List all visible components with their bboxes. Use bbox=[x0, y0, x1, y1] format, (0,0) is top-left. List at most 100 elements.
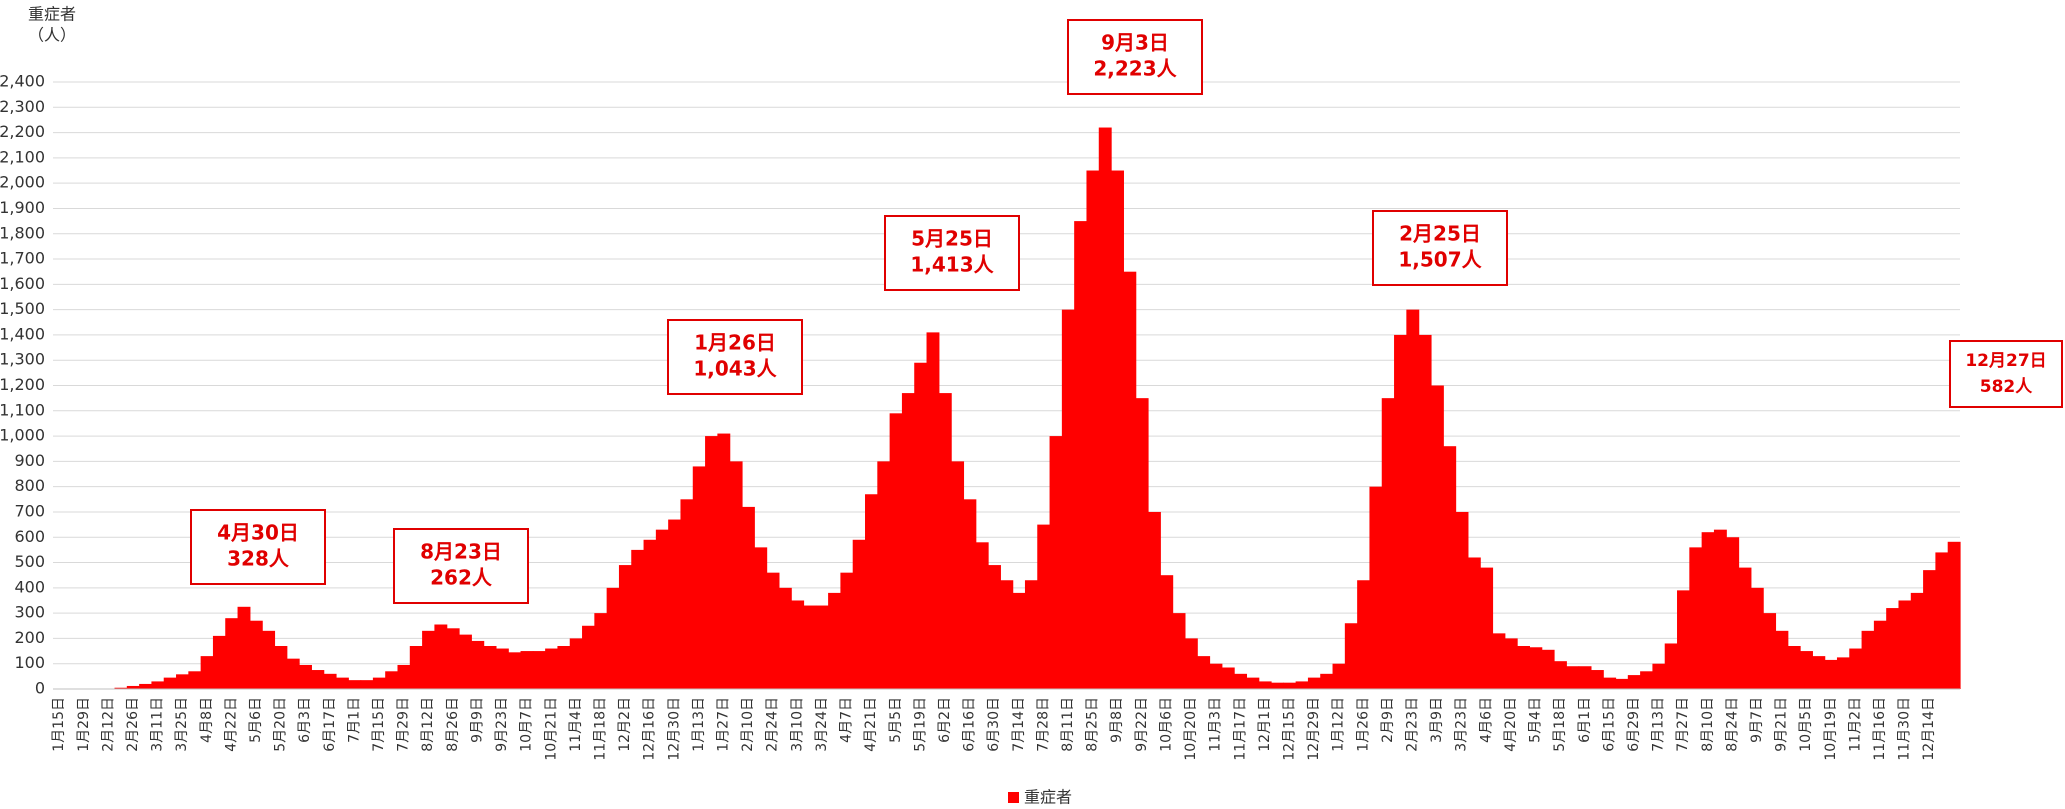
y-tick-label: 1,800 bbox=[0, 223, 45, 242]
x-tick-label: 12月30日 bbox=[666, 697, 682, 761]
y-tick-label: 900 bbox=[14, 451, 45, 470]
x-tick-label: 9月22日 bbox=[1134, 697, 1150, 752]
bar bbox=[520, 651, 534, 689]
bar bbox=[1123, 271, 1137, 689]
bar bbox=[828, 592, 842, 689]
bar bbox=[126, 685, 140, 689]
bar bbox=[1775, 630, 1789, 689]
y-tick-label: 1,300 bbox=[0, 350, 45, 369]
x-tick-label: 12月15日 bbox=[1281, 697, 1297, 761]
x-tick-label: 5月5日 bbox=[888, 697, 904, 743]
bar bbox=[299, 664, 312, 689]
bar bbox=[176, 674, 189, 689]
bar bbox=[840, 572, 854, 689]
bar bbox=[286, 658, 300, 689]
x-tick-label: 3月9日 bbox=[1429, 697, 1445, 743]
bar bbox=[1898, 600, 1912, 689]
bar bbox=[1086, 170, 1100, 690]
x-tick-label: 6月3日 bbox=[297, 697, 313, 743]
bar bbox=[1677, 590, 1690, 689]
bar bbox=[1283, 682, 1297, 689]
bar bbox=[1738, 567, 1752, 689]
x-tick-label: 2月26日 bbox=[125, 697, 141, 752]
bar bbox=[1147, 511, 1161, 689]
bar bbox=[1935, 552, 1949, 689]
x-tick-label: 3月10日 bbox=[789, 697, 805, 752]
x-tick-label: 11月4日 bbox=[568, 697, 584, 752]
x-tick-label: 3月23日 bbox=[1454, 697, 1470, 752]
x-tick-label: 4月6日 bbox=[1478, 697, 1494, 743]
bar bbox=[815, 605, 829, 689]
bar bbox=[582, 625, 595, 689]
bar bbox=[655, 529, 669, 689]
annotation-text: 8月23日 bbox=[420, 540, 502, 564]
bar bbox=[1320, 673, 1334, 689]
y-tick-label: 100 bbox=[14, 653, 45, 672]
bar bbox=[385, 671, 399, 689]
bar bbox=[446, 628, 460, 689]
x-tick-label: 7月14日 bbox=[1011, 697, 1027, 752]
y-tick-label: 1,400 bbox=[0, 324, 45, 343]
y-tick-label: 1,100 bbox=[0, 400, 45, 419]
x-tick-label: 4月22日 bbox=[223, 697, 239, 752]
bar bbox=[1787, 646, 1801, 689]
bar bbox=[114, 687, 128, 689]
bar bbox=[1209, 663, 1223, 689]
bar bbox=[1074, 221, 1088, 689]
bar bbox=[877, 461, 891, 689]
annotation-box bbox=[393, 528, 529, 604]
y-tick-label: 1,900 bbox=[0, 198, 45, 217]
x-tick-label: 5月20日 bbox=[273, 697, 289, 752]
bar bbox=[1307, 677, 1321, 689]
y-tick-label: 400 bbox=[14, 577, 45, 596]
bar bbox=[397, 664, 411, 689]
bar bbox=[483, 646, 497, 689]
bar bbox=[1750, 587, 1764, 689]
annotation-text: 2月25日 bbox=[1399, 222, 1481, 246]
annotation-text: 9月3日 bbox=[1101, 31, 1169, 55]
bar bbox=[532, 651, 546, 689]
bar bbox=[1763, 613, 1777, 689]
x-tick-label: 7月28日 bbox=[1035, 697, 1051, 752]
bar bbox=[1664, 643, 1678, 689]
annotation-box bbox=[884, 215, 1020, 291]
x-tick-label: 12月16日 bbox=[642, 697, 658, 761]
bar bbox=[459, 634, 472, 689]
bar bbox=[323, 673, 337, 689]
bar bbox=[348, 680, 362, 689]
y-tick-label: 200 bbox=[14, 628, 45, 647]
y-tick-label: 300 bbox=[14, 603, 45, 622]
x-tick-label: 6月2日 bbox=[937, 697, 953, 743]
bar bbox=[212, 635, 226, 689]
bar bbox=[1824, 659, 1838, 689]
bar bbox=[1295, 681, 1309, 689]
bar bbox=[1615, 678, 1629, 689]
annotation-text: 2,223人 bbox=[1093, 57, 1177, 81]
bar bbox=[594, 613, 608, 689]
y-tick-label: 2,000 bbox=[0, 173, 45, 192]
x-tick-label: 7月29日 bbox=[396, 697, 412, 752]
bar bbox=[754, 547, 768, 689]
annotation-text: 262人 bbox=[430, 566, 493, 590]
bar bbox=[963, 499, 977, 689]
x-tick-label: 10月5日 bbox=[1798, 697, 1814, 752]
x-tick-label: 1月29日 bbox=[76, 697, 92, 752]
bar bbox=[729, 461, 743, 689]
x-tick-label: 9月9日 bbox=[469, 697, 485, 743]
x-tick-label: 3月11日 bbox=[150, 697, 166, 752]
bar bbox=[1812, 656, 1826, 689]
x-tick-label: 2月24日 bbox=[765, 697, 781, 752]
bar bbox=[1197, 656, 1211, 689]
bar bbox=[1455, 511, 1469, 689]
bar bbox=[1627, 675, 1641, 689]
bar bbox=[1037, 524, 1051, 689]
x-tick-label: 9月23日 bbox=[494, 697, 510, 752]
x-tick-label: 8月26日 bbox=[445, 697, 461, 752]
x-tick-label: 1月26日 bbox=[1355, 697, 1371, 752]
x-tick-label: 5月18日 bbox=[1552, 697, 1568, 752]
x-tick-label: 4月8日 bbox=[199, 697, 215, 743]
x-tick-label: 10月21日 bbox=[543, 697, 559, 761]
y-tick-label: 2,300 bbox=[0, 97, 45, 116]
bar bbox=[1836, 657, 1850, 689]
